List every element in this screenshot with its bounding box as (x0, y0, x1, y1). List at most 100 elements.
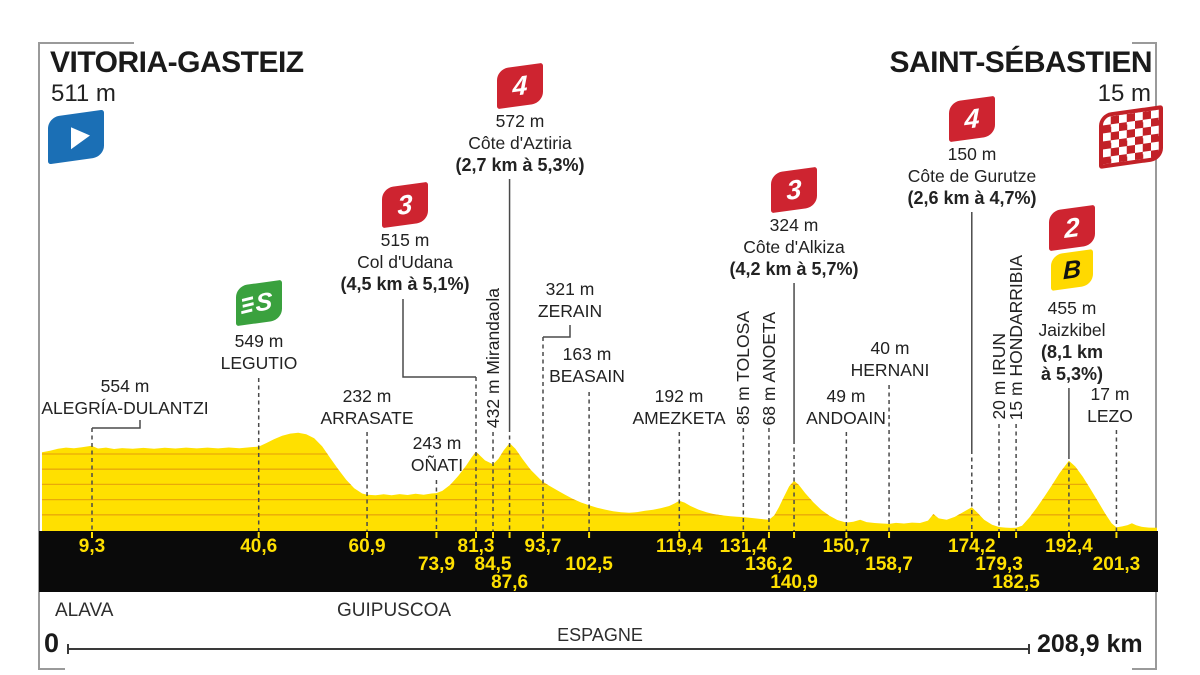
town-label-andoain: 49 m ANDOAIN (806, 385, 886, 429)
town-label-beasain: 163 m BEASAIN (549, 343, 625, 387)
climb-altitude: 572 m (495, 111, 545, 131)
frame-top-right-serif (1132, 42, 1157, 44)
region-label-alava: ALAVA (55, 600, 114, 621)
town-label-amezketa: 192 m AMEZKETA (632, 385, 725, 429)
frame-bottom-right-serif (1132, 668, 1157, 670)
region-label-guipuscoa: GUIPUSCOA (337, 600, 452, 621)
town-label-zerain: 321 m ZERAIN (538, 278, 602, 322)
town-label-vertical-tolosa: 85 m TOLOSA (733, 310, 754, 425)
town-altitude: 321 m (545, 279, 595, 299)
climb-name: Côte d'Alkiza (743, 237, 845, 257)
town-name: LEZO (1087, 406, 1133, 426)
sprint-s-glyph: S (255, 286, 273, 317)
km-label-onati: 73,9 (417, 554, 455, 575)
town-name: LEGUTIO (220, 353, 298, 373)
climb-label-cote-d-aztiria: 572 m Côte d'Aztiria (2,7 km à 5,3%) (455, 110, 584, 176)
climb-label-jaizkibel: 455 m Jaizkibel (8,1 km à 5,3%) (1038, 297, 1105, 385)
town-altitude: 49 m (826, 386, 866, 406)
town-altitude: 243 m (412, 433, 462, 453)
km-label-col-d-udana: 81,3 (457, 536, 495, 557)
town-label-legutio: 549 m LEGUTIO (221, 330, 298, 374)
town-name: ZERAIN (537, 301, 603, 321)
km-label-cote-d-aztiria: 87,6 (491, 572, 529, 593)
category-3-climb-icon: 3 (771, 166, 817, 214)
start-city-title: VITORIA-GASTEIZ (50, 46, 304, 79)
town-name: ANDOAIN (806, 408, 886, 428)
km-label-alegria-dulantzi: 9,3 (78, 536, 106, 557)
km-label-cote-de-gurutze: 174,2 (948, 536, 996, 557)
km-label-lezo: 201,3 (1092, 554, 1141, 575)
country-label-espagne: ESPAGNE (557, 625, 643, 645)
town-name: ARRASATE (320, 408, 414, 428)
finish-elevation: 15 m (1097, 80, 1151, 107)
frame-bottom-left-serif (38, 668, 65, 670)
town-name: BEASAIN (549, 366, 625, 386)
town-name: HERNANI (850, 360, 930, 380)
category-3-climb-icon: 3 (382, 181, 428, 229)
climb-gradient: (4,5 km à 5,1%) (340, 274, 470, 294)
elevation-profile-area (42, 432, 1157, 531)
distance-scale-line (68, 648, 1030, 650)
frame-right-line (1155, 42, 1157, 670)
town-label-hernani: 40 m HERNANI (851, 337, 930, 381)
km-label-tolosa: 131,4 (719, 536, 768, 557)
distance-scale-tick-end (1028, 644, 1030, 654)
climb-gradient-2: à 5,3%) (1040, 364, 1104, 384)
bonus-sprint-icon: B (1051, 249, 1093, 291)
category-2-climb-icon: 2 (1049, 204, 1095, 252)
town-name: OÑATI (410, 455, 464, 475)
category-4-climb-icon: 4 (497, 62, 543, 110)
km-label-mirandaola: 84,5 (474, 554, 512, 575)
km-label-anoeta: 136,2 (745, 554, 793, 575)
total-distance-label: 208,9 km (1037, 630, 1143, 658)
marker-elbow-connector-col-d-udana (402, 299, 476, 378)
town-label-vertical-anoeta: 68 m ANOETA (758, 311, 779, 425)
start-elevation: 511 m (51, 80, 116, 107)
town-altitude: 192 m (654, 386, 704, 406)
town-label-vertical-mirandaola: 432 m Mirandaola (483, 287, 504, 428)
distance-scale-tick-start (67, 644, 69, 654)
climb-gradient: (2,7 km à 5,3%) (455, 155, 585, 175)
km-label-hondarribia: 182,5 (992, 572, 1040, 593)
km-label-andoain: 150,7 (822, 536, 871, 557)
km-label-cote-d-alkiza: 140,9 (770, 572, 818, 593)
sprint-flag-icon: S (236, 279, 282, 327)
km-label-irun: 179,3 (975, 554, 1023, 575)
finish-city-title: SAINT-SÉBASTIEN (889, 46, 1152, 79)
town-altitude: 17 m (1090, 384, 1130, 404)
km-label-arrasate: 60,9 (348, 536, 386, 557)
marker-elbow-connector-alegria-dulantzi (92, 420, 141, 429)
marker-elbow-connector-zerain (543, 325, 571, 338)
climb-name: Col d'Udana (357, 252, 453, 272)
town-altitude: 232 m (342, 386, 392, 406)
town-altitude: 40 m (870, 338, 910, 358)
climb-name: Côte de Gurutze (907, 166, 1037, 186)
town-name: ALEGRÍA-DULANTZI (41, 398, 209, 418)
town-label-alegria-dulantzi: 554 m ALEGRÍA-DULANTZI (41, 375, 208, 419)
frame-left-line (38, 42, 40, 670)
climb-name: Côte d'Aztiria (468, 133, 572, 153)
km-label-zerain: 93,7 (524, 536, 562, 557)
climb-gradient: (4,2 km à 5,7%) (729, 259, 859, 279)
climb-altitude: 515 m (380, 230, 430, 250)
category-4-climb-icon: 4 (949, 95, 995, 143)
town-label-onati: 243 m OÑATI (411, 432, 463, 476)
climb-altitude: 455 m (1047, 298, 1097, 318)
town-name: AMEZKETA (632, 408, 726, 428)
climb-name: Jaizkibel (1038, 320, 1106, 340)
town-altitude: 554 m (100, 376, 150, 396)
scale-start-label: 0 (44, 628, 60, 658)
frame-top-left-serif (38, 42, 134, 44)
town-label-arrasate: 232 m ARRASATE (320, 385, 413, 429)
climb-altitude: 150 m (947, 144, 997, 164)
km-bar (39, 531, 1158, 592)
climb-gradient: (8,1 km (1040, 342, 1104, 362)
climb-label-cote-de-gurutze: 150 m Côte de Gurutze (2,6 km à 4,7%) (907, 143, 1036, 209)
climb-label-col-d-udana: 515 m Col d'Udana (4,5 km à 5,1%) (340, 229, 469, 295)
town-altitude: 549 m (234, 331, 284, 351)
climb-altitude: 324 m (769, 215, 819, 235)
town-label-lezo: 17 m LEZO (1087, 383, 1133, 427)
